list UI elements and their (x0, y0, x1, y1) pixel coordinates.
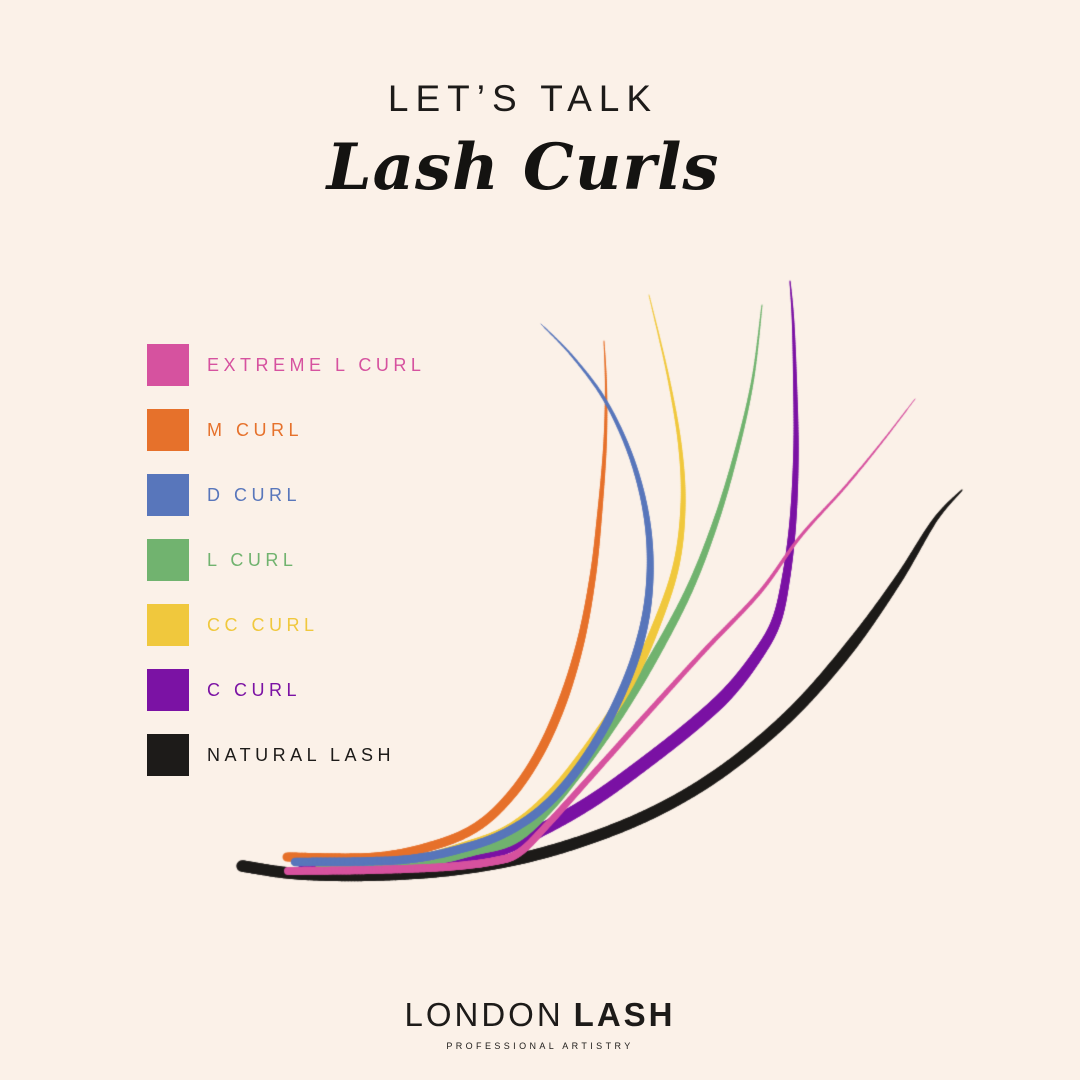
legend-label: L CURL (207, 549, 298, 570)
brand-tagline: PROFESSIONAL ARTISTRY (446, 1041, 634, 1051)
legend-swatch (147, 669, 189, 711)
legend-item: NATURAL LASH (147, 734, 425, 776)
legend-label: M CURL (207, 419, 304, 440)
legend-swatch (147, 604, 189, 646)
legend-item: C CURL (147, 669, 425, 711)
legend-label: EXTREME L CURL (207, 354, 426, 375)
brand-logo-lash: LASH (573, 996, 676, 1033)
legend-item: D CURL (147, 474, 425, 516)
legend: EXTREME L CURL M CURL D CURL L CURL CC CURL C… (147, 344, 425, 799)
legend-item: L CURL (147, 539, 425, 581)
legend-item: CC CURL (147, 604, 425, 646)
brand-logo-london: LONDON (404, 996, 564, 1033)
legend-swatch (147, 734, 189, 776)
legend-label: D CURL (207, 484, 302, 505)
footer-logo: LONDON LASH PROFESSIONAL ARTISTRY (0, 996, 1080, 1051)
legend-swatch (147, 539, 189, 581)
legend-label: CC CURL (207, 614, 319, 635)
legend-swatch (147, 344, 189, 386)
legend-swatch (147, 409, 189, 451)
legend-swatch (147, 474, 189, 516)
legend-item: M CURL (147, 409, 425, 451)
legend-label: C CURL (207, 679, 302, 700)
legend-label: NATURAL LASH (207, 744, 396, 765)
brand-logo: LONDON LASH (0, 996, 1080, 1034)
legend-item: EXTREME L CURL (147, 344, 425, 386)
